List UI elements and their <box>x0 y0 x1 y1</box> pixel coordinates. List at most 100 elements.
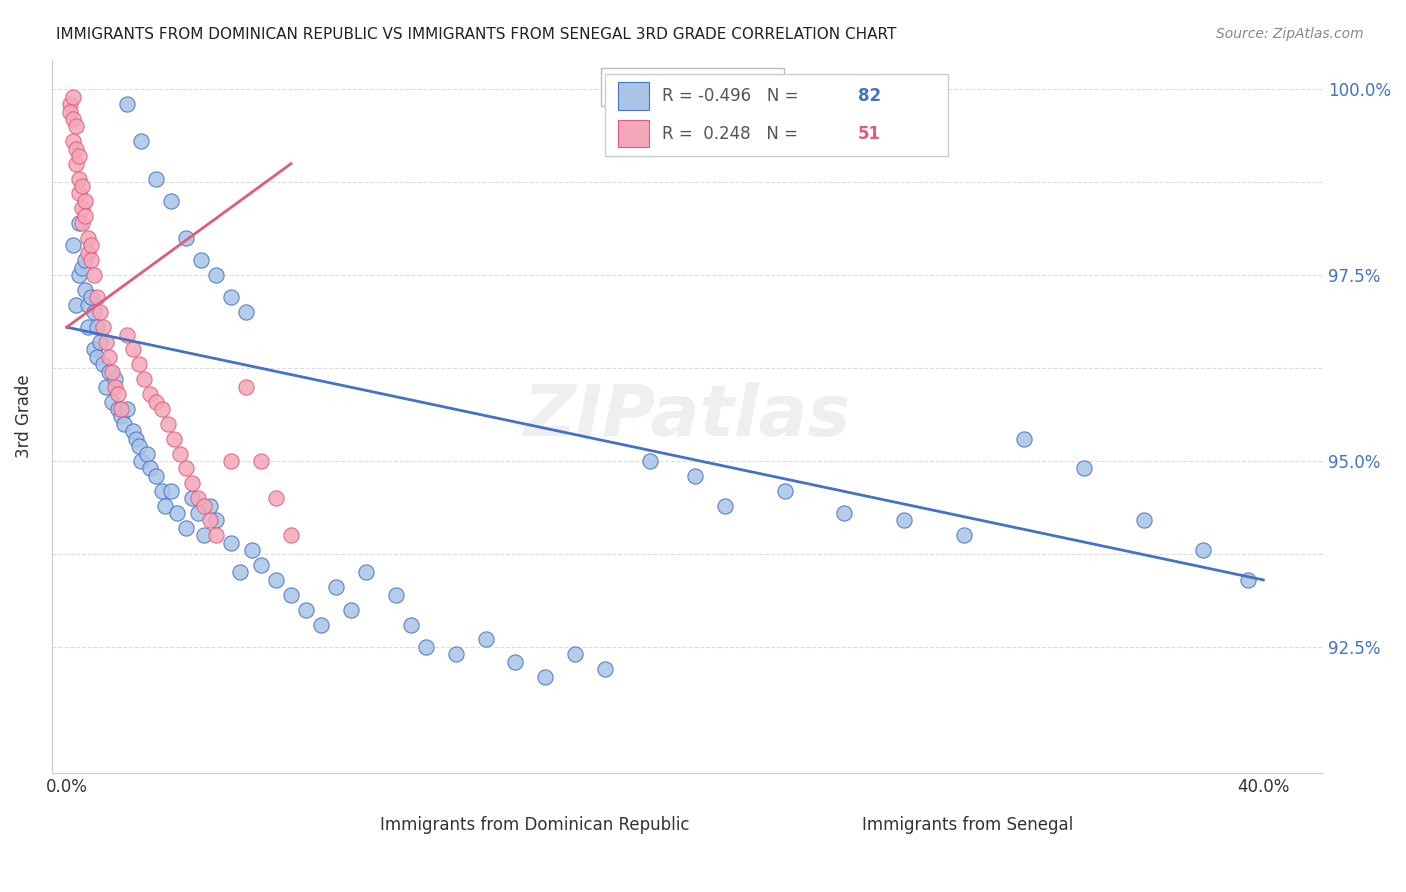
Point <box>190 253 212 268</box>
Point <box>62 134 84 148</box>
Point <box>100 365 122 379</box>
Point <box>893 513 915 527</box>
Point <box>1237 573 1260 587</box>
Point <box>97 350 120 364</box>
Point <box>205 268 228 282</box>
Point <box>163 432 186 446</box>
Point <box>91 320 114 334</box>
Point <box>264 491 287 505</box>
Point <box>181 476 204 491</box>
Point <box>128 357 150 371</box>
Point <box>145 468 167 483</box>
Point <box>76 231 98 245</box>
Point <box>714 499 737 513</box>
Point <box>340 602 363 616</box>
Point <box>1073 461 1095 475</box>
Point <box>97 365 120 379</box>
Text: ZIPatlas: ZIPatlas <box>524 382 851 450</box>
Point <box>76 298 98 312</box>
Point <box>83 268 105 282</box>
Point <box>79 238 101 252</box>
Point <box>325 580 347 594</box>
Point <box>250 558 273 572</box>
Point <box>219 535 242 549</box>
Point <box>169 446 191 460</box>
Point <box>593 662 616 676</box>
Point <box>200 499 222 513</box>
Point <box>121 424 143 438</box>
Point <box>62 112 84 126</box>
Point <box>110 401 132 416</box>
Point <box>79 290 101 304</box>
Point <box>264 573 287 587</box>
Point <box>67 171 90 186</box>
Text: 51: 51 <box>858 125 880 143</box>
Point <box>240 543 263 558</box>
Point <box>107 401 129 416</box>
Point <box>176 231 198 245</box>
Point <box>112 417 135 431</box>
Point <box>166 506 188 520</box>
Bar <box>617 82 650 110</box>
Point <box>107 387 129 401</box>
Point <box>94 334 117 349</box>
Point <box>474 632 496 647</box>
Point <box>115 327 138 342</box>
Point <box>79 253 101 268</box>
Point <box>89 305 111 319</box>
Point <box>295 602 318 616</box>
Point <box>309 617 332 632</box>
Point <box>128 439 150 453</box>
Point <box>187 491 209 505</box>
Point <box>384 588 406 602</box>
Point <box>131 134 153 148</box>
Point <box>139 387 162 401</box>
Point <box>160 483 183 498</box>
Point <box>65 156 87 170</box>
Point <box>134 372 156 386</box>
Point <box>638 454 661 468</box>
Point <box>157 417 180 431</box>
Point <box>100 394 122 409</box>
Point <box>280 528 302 542</box>
Point <box>86 350 108 364</box>
Point <box>67 149 90 163</box>
Point <box>67 186 90 201</box>
Point <box>1192 543 1215 558</box>
Point <box>250 454 273 468</box>
Point <box>67 216 90 230</box>
Point <box>131 454 153 468</box>
Point <box>176 521 198 535</box>
Point <box>139 461 162 475</box>
Point <box>229 566 252 580</box>
Text: 82: 82 <box>858 87 882 105</box>
Point <box>280 588 302 602</box>
Point <box>564 647 586 661</box>
Point <box>65 120 87 134</box>
Point <box>86 290 108 304</box>
Point <box>200 513 222 527</box>
Text: Source: ZipAtlas.com: Source: ZipAtlas.com <box>1216 27 1364 41</box>
Point <box>70 201 93 215</box>
Point <box>219 290 242 304</box>
Point <box>145 171 167 186</box>
Point <box>136 446 159 460</box>
Text: Immigrants from Senegal: Immigrants from Senegal <box>862 816 1073 834</box>
Point <box>773 483 796 498</box>
Text: R = -0.496   N = 82: R = -0.496 N = 82 <box>612 78 775 95</box>
Point <box>73 209 96 223</box>
Point <box>193 528 215 542</box>
Point <box>152 401 174 416</box>
Point <box>91 357 114 371</box>
Text: IMMIGRANTS FROM DOMINICAN REPUBLIC VS IMMIGRANTS FROM SENEGAL 3RD GRADE CORRELAT: IMMIGRANTS FROM DOMINICAN REPUBLIC VS IM… <box>56 27 897 42</box>
Text: R =  0.248   N =: R = 0.248 N = <box>662 125 803 143</box>
Point <box>67 268 90 282</box>
Point <box>70 260 93 275</box>
Point <box>235 305 257 319</box>
Point <box>205 528 228 542</box>
Point <box>534 669 557 683</box>
Point <box>205 513 228 527</box>
Point <box>59 104 82 119</box>
Point <box>70 178 93 193</box>
Point <box>219 454 242 468</box>
